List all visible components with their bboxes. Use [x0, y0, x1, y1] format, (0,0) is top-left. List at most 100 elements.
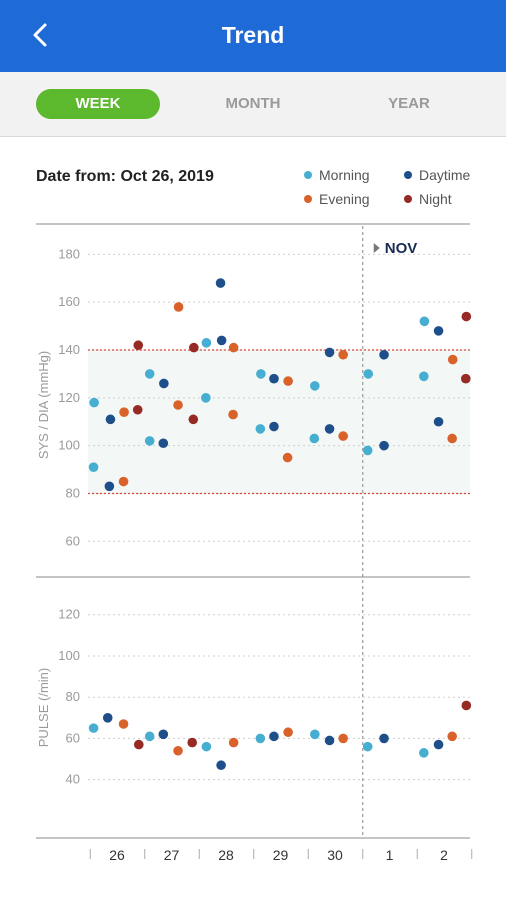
bp-point-evening-7	[283, 376, 293, 386]
bp-point-evening-2	[173, 400, 183, 410]
legend-dot-morning	[304, 171, 312, 179]
tab-week[interactable]: WEEK	[36, 89, 160, 119]
bp-point-night-3	[189, 342, 199, 353]
pulse-ytick-40: 40	[66, 772, 80, 787]
tab-month[interactable]: MONTH	[225, 95, 281, 112]
bp-ytick-180: 180	[58, 246, 80, 261]
bp-point-evening-1	[119, 407, 129, 417]
legend-label-daytime: Daytime	[419, 167, 471, 183]
tab-year[interactable]: YEAR	[388, 95, 430, 112]
x-tick-26: 26	[109, 847, 125, 863]
bp-y-axis-title: SYS / DIA (mmHg)	[36, 351, 51, 459]
bp-point-morning-2	[144, 436, 155, 446]
x-tick-1: 1	[386, 847, 394, 863]
bp-point-night-5	[461, 311, 472, 322]
bp-point-morning-5	[201, 338, 212, 348]
bp-point-daytime-7	[269, 373, 279, 384]
bp-point-morning-7	[256, 369, 266, 379]
bp-point-morning-6	[255, 424, 266, 434]
month-marker-icon	[373, 243, 380, 253]
pulse-ytick-60: 60	[66, 730, 80, 745]
month-label: NOV	[385, 240, 418, 257]
pulse-point-daytime-4	[324, 735, 335, 746]
pulse-point-morning-1	[144, 731, 155, 742]
date-range-label: Date from: Oct 26, 2019	[36, 168, 214, 185]
bp-point-morning-3	[144, 369, 155, 379]
bp-point-daytime-4	[215, 278, 226, 288]
pulse-point-night-0	[134, 739, 144, 750]
bp-point-evening-4	[228, 409, 238, 420]
pulse-point-daytime-3	[269, 731, 279, 742]
bp-point-daytime-5	[216, 335, 227, 346]
bp-point-evening-0	[118, 476, 129, 487]
pulse-point-morning-0	[88, 723, 99, 733]
pulse-ytick-120: 120	[58, 607, 80, 622]
bp-point-night-1	[133, 340, 144, 351]
pulse-y-axis-title: PULSE (/min)	[36, 668, 51, 747]
pulse-point-daytime-0	[102, 713, 113, 723]
bp-point-morning-9	[310, 381, 320, 391]
period-tabs: WEEK MONTH YEAR	[0, 72, 506, 137]
bp-point-morning-12	[419, 371, 429, 382]
legend-dot-night	[404, 195, 412, 203]
bp-point-daytime-8	[324, 424, 335, 434]
bp-point-evening-9	[338, 349, 348, 360]
bp-point-daytime-2	[158, 438, 169, 449]
x-tick-2: 2	[440, 847, 448, 863]
legend-night: Night	[404, 191, 452, 207]
pulse-point-morning-4	[310, 729, 320, 740]
bp-point-evening-5	[228, 342, 239, 353]
x-tick-30: 30	[327, 847, 343, 863]
bp-point-morning-10	[362, 445, 373, 456]
legend-evening: Evening	[304, 191, 370, 207]
bp-point-daytime-6	[269, 421, 279, 432]
bp-ytick-60: 60	[66, 533, 80, 548]
back-arrow-icon[interactable]	[26, 20, 56, 50]
pulse-point-morning-5	[362, 741, 373, 752]
bp-point-morning-1	[89, 397, 99, 408]
legend-label-evening: Evening	[319, 191, 370, 207]
legend-label-morning: Morning	[319, 167, 370, 183]
pulse-point-evening-2	[228, 737, 239, 748]
bp-ytick-120: 120	[58, 390, 80, 405]
pulse-point-daytime-1	[158, 729, 169, 740]
pulse-point-night-2	[461, 700, 472, 711]
legend-daytime: Daytime	[404, 167, 470, 183]
pulse-point-evening-5	[447, 731, 457, 742]
pulse-point-evening-0	[118, 719, 129, 729]
bp-point-night-2	[188, 414, 199, 425]
legend-dot-evening	[304, 195, 312, 203]
bp-ytick-80: 80	[66, 485, 80, 500]
legend-label-night: Night	[419, 191, 452, 207]
bp-point-daytime-1	[105, 414, 116, 425]
pulse-point-night-1	[187, 737, 198, 748]
x-tick-29: 29	[273, 847, 289, 863]
bp-point-daytime-0	[104, 481, 115, 492]
pulse-point-daytime-2	[216, 760, 226, 771]
app-header: Trend	[0, 0, 506, 72]
pulse-ytick-100: 100	[58, 648, 80, 663]
legend-dot-daytime	[404, 171, 412, 179]
x-tick-28: 28	[218, 847, 234, 863]
bp-point-morning-4	[201, 393, 211, 403]
pulse-point-daytime-5	[379, 733, 389, 744]
bp-ytick-140: 140	[58, 342, 80, 357]
bp-point-daytime-3	[159, 378, 169, 389]
bp-point-morning-0	[88, 462, 99, 472]
pulse-point-morning-6	[419, 748, 429, 758]
pulse-point-evening-4	[338, 733, 348, 744]
legend-morning: Morning	[304, 167, 370, 183]
page-title: Trend	[221, 22, 285, 48]
x-tick-27: 27	[164, 847, 180, 863]
bp-point-evening-3	[173, 302, 184, 312]
bp-point-evening-6	[282, 452, 293, 463]
bp-point-daytime-13	[433, 326, 444, 336]
pulse-point-morning-2	[201, 741, 212, 752]
pulse-point-evening-1	[173, 745, 183, 756]
bp-ytick-160: 160	[58, 294, 80, 309]
bp-point-daytime-11	[379, 349, 389, 360]
bp-point-evening-11	[447, 354, 458, 365]
pulse-point-morning-3	[255, 733, 266, 744]
bp-point-morning-8	[309, 433, 320, 444]
